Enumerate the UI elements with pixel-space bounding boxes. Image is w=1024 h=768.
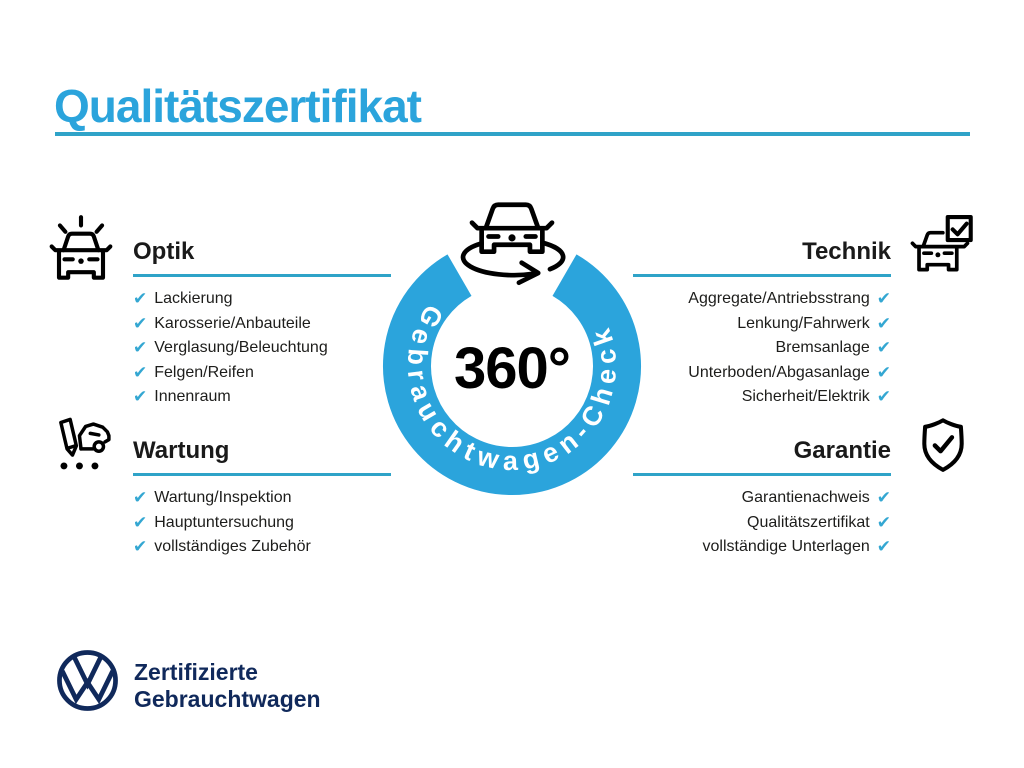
checklist-item: Sicherheit/Elektrik ✔: [633, 385, 891, 410]
checklist-item: Aggregate/Antriebsstrang ✔: [633, 287, 891, 312]
section-title: Technik: [802, 238, 891, 265]
checklist-item: Unterboden/Abgasanlage ✔: [633, 361, 891, 386]
section-wartung: Wartung ✔ Wartung/Inspektion ✔ Hauptunters…: [133, 437, 391, 560]
check-icon: ✔: [876, 338, 891, 358]
checklist-item-label: Aggregate/Antriebsstrang: [688, 290, 870, 307]
checklist-item: ✔ Verglasung/Beleuchtung: [133, 336, 391, 361]
section-divider: [133, 274, 391, 277]
checklist-item-label: vollständige Unterlagen: [702, 538, 870, 555]
section-technik: Technik Aggregate/Antriebsstrang ✔ Lenkun…: [633, 238, 891, 410]
check-icon: ✔: [133, 338, 148, 358]
check-icon: ✔: [876, 537, 891, 557]
checklist-item: ✔ Karosserie/Anbauteile: [133, 312, 391, 337]
checklist-item-label: Sicherheit/Elektrik: [741, 388, 870, 405]
title-underline: [55, 132, 970, 136]
check-icon: ✔: [133, 537, 148, 557]
checklist-item: vollständige Unterlagen ✔: [633, 535, 891, 560]
check-icon: ✔: [876, 289, 891, 309]
checklist-item: Lenkung/Fahrwerk ✔: [633, 312, 891, 337]
section-title: Garantie: [793, 437, 891, 464]
checklist-item-label: Felgen/Reifen: [154, 363, 254, 381]
check-icon: ✔: [876, 488, 891, 508]
check-icon: ✔: [133, 488, 148, 508]
360-ring: Gebrauchtwagen-Check: [383, 254, 641, 495]
checklist-item-label: Verglasung/Beleuchtung: [154, 339, 328, 356]
check-icon: ✔: [876, 313, 891, 334]
checklist-technik: Aggregate/Antriebsstrang ✔ Lenkung/Fahrwe…: [633, 287, 891, 410]
check-icon: ✔: [133, 387, 148, 407]
section-divider: [133, 473, 391, 476]
checklist-item-label: Innenraum: [154, 388, 231, 405]
checklist-item: Garantienachweis ✔: [633, 486, 891, 511]
brand-line2: Gebrauchtwagen: [134, 686, 321, 712]
checklist-item: ✔ Hauptuntersuchung: [133, 511, 391, 536]
page-title: Qualitätszertifikat: [54, 79, 422, 132]
checklist-item: ✔ vollständiges Zubehör: [133, 535, 391, 560]
check-icon: ✔: [876, 512, 891, 533]
check-icon: ✔: [133, 313, 148, 334]
checklist-item-label: Qualitätszertifikat: [747, 513, 870, 531]
checklist-item: ✔ Innenraum: [133, 385, 391, 410]
checklist-item-label: Bremsanlage: [775, 339, 870, 356]
brand-text: Zertifizierte Gebrauchtwagen: [134, 659, 321, 713]
section-garantie: Garantie Garantienachweis ✔ Qualitätszert…: [633, 437, 891, 560]
checklist-item: Bremsanlage ✔: [633, 336, 891, 361]
check-icon: ✔: [133, 512, 148, 533]
vw-logo: [56, 649, 119, 712]
section-optik: Optik ✔ Lackierung ✔ Karosserie/Anbauteile…: [133, 238, 391, 410]
brand-line1: Zertifizierte: [134, 659, 258, 685]
checklist-item: ✔ Lackierung: [133, 287, 391, 312]
section-divider: [633, 274, 891, 277]
car-rotation-360-icon: [460, 202, 566, 286]
checklist-item-label: Karosserie/Anbauteile: [154, 314, 311, 332]
car-checkbox-icon: [910, 212, 974, 278]
check-icon: ✔: [876, 362, 891, 383]
section-title: Optik: [133, 238, 195, 265]
checklist-item-label: Garantienachweis: [741, 489, 870, 506]
checklist-item-label: Lenkung/Fahrwerk: [737, 314, 870, 332]
check-icon: ✔: [876, 387, 891, 407]
car-shine-icon: [48, 208, 114, 285]
checklist-item-label: Hauptuntersuchung: [154, 513, 294, 531]
check-icon: ✔: [133, 362, 148, 383]
checklist-optik: ✔ Lackierung ✔ Karosserie/Anbauteile ✔ Verg…: [133, 287, 391, 410]
checklist-item: Qualitätszertifikat ✔: [633, 511, 891, 536]
checklist-garantie: Garantienachweis ✔ Qualitätszertifikat ✔ v…: [633, 486, 891, 560]
checklist-item: ✔ Wartung/Inspektion: [133, 486, 391, 511]
checklist-item: ✔ Felgen/Reifen: [133, 361, 391, 386]
checklist-item-label: vollständiges Zubehör: [154, 538, 311, 555]
checklist-item-label: Wartung/Inspektion: [154, 489, 292, 506]
shield-check-icon: [917, 416, 969, 475]
section-divider: [633, 473, 891, 476]
check-icon: ✔: [133, 289, 148, 309]
checklist-wartung: ✔ Wartung/Inspektion ✔ Hauptuntersuchung ✔…: [133, 486, 391, 560]
checklist-item-label: Lackierung: [154, 290, 233, 307]
checklist-item-label: Unterboden/Abgasanlage: [688, 363, 870, 381]
pencil-car-service-icon: [50, 414, 112, 476]
degree-label: 360°: [454, 336, 571, 401]
section-title: Wartung: [133, 437, 230, 464]
